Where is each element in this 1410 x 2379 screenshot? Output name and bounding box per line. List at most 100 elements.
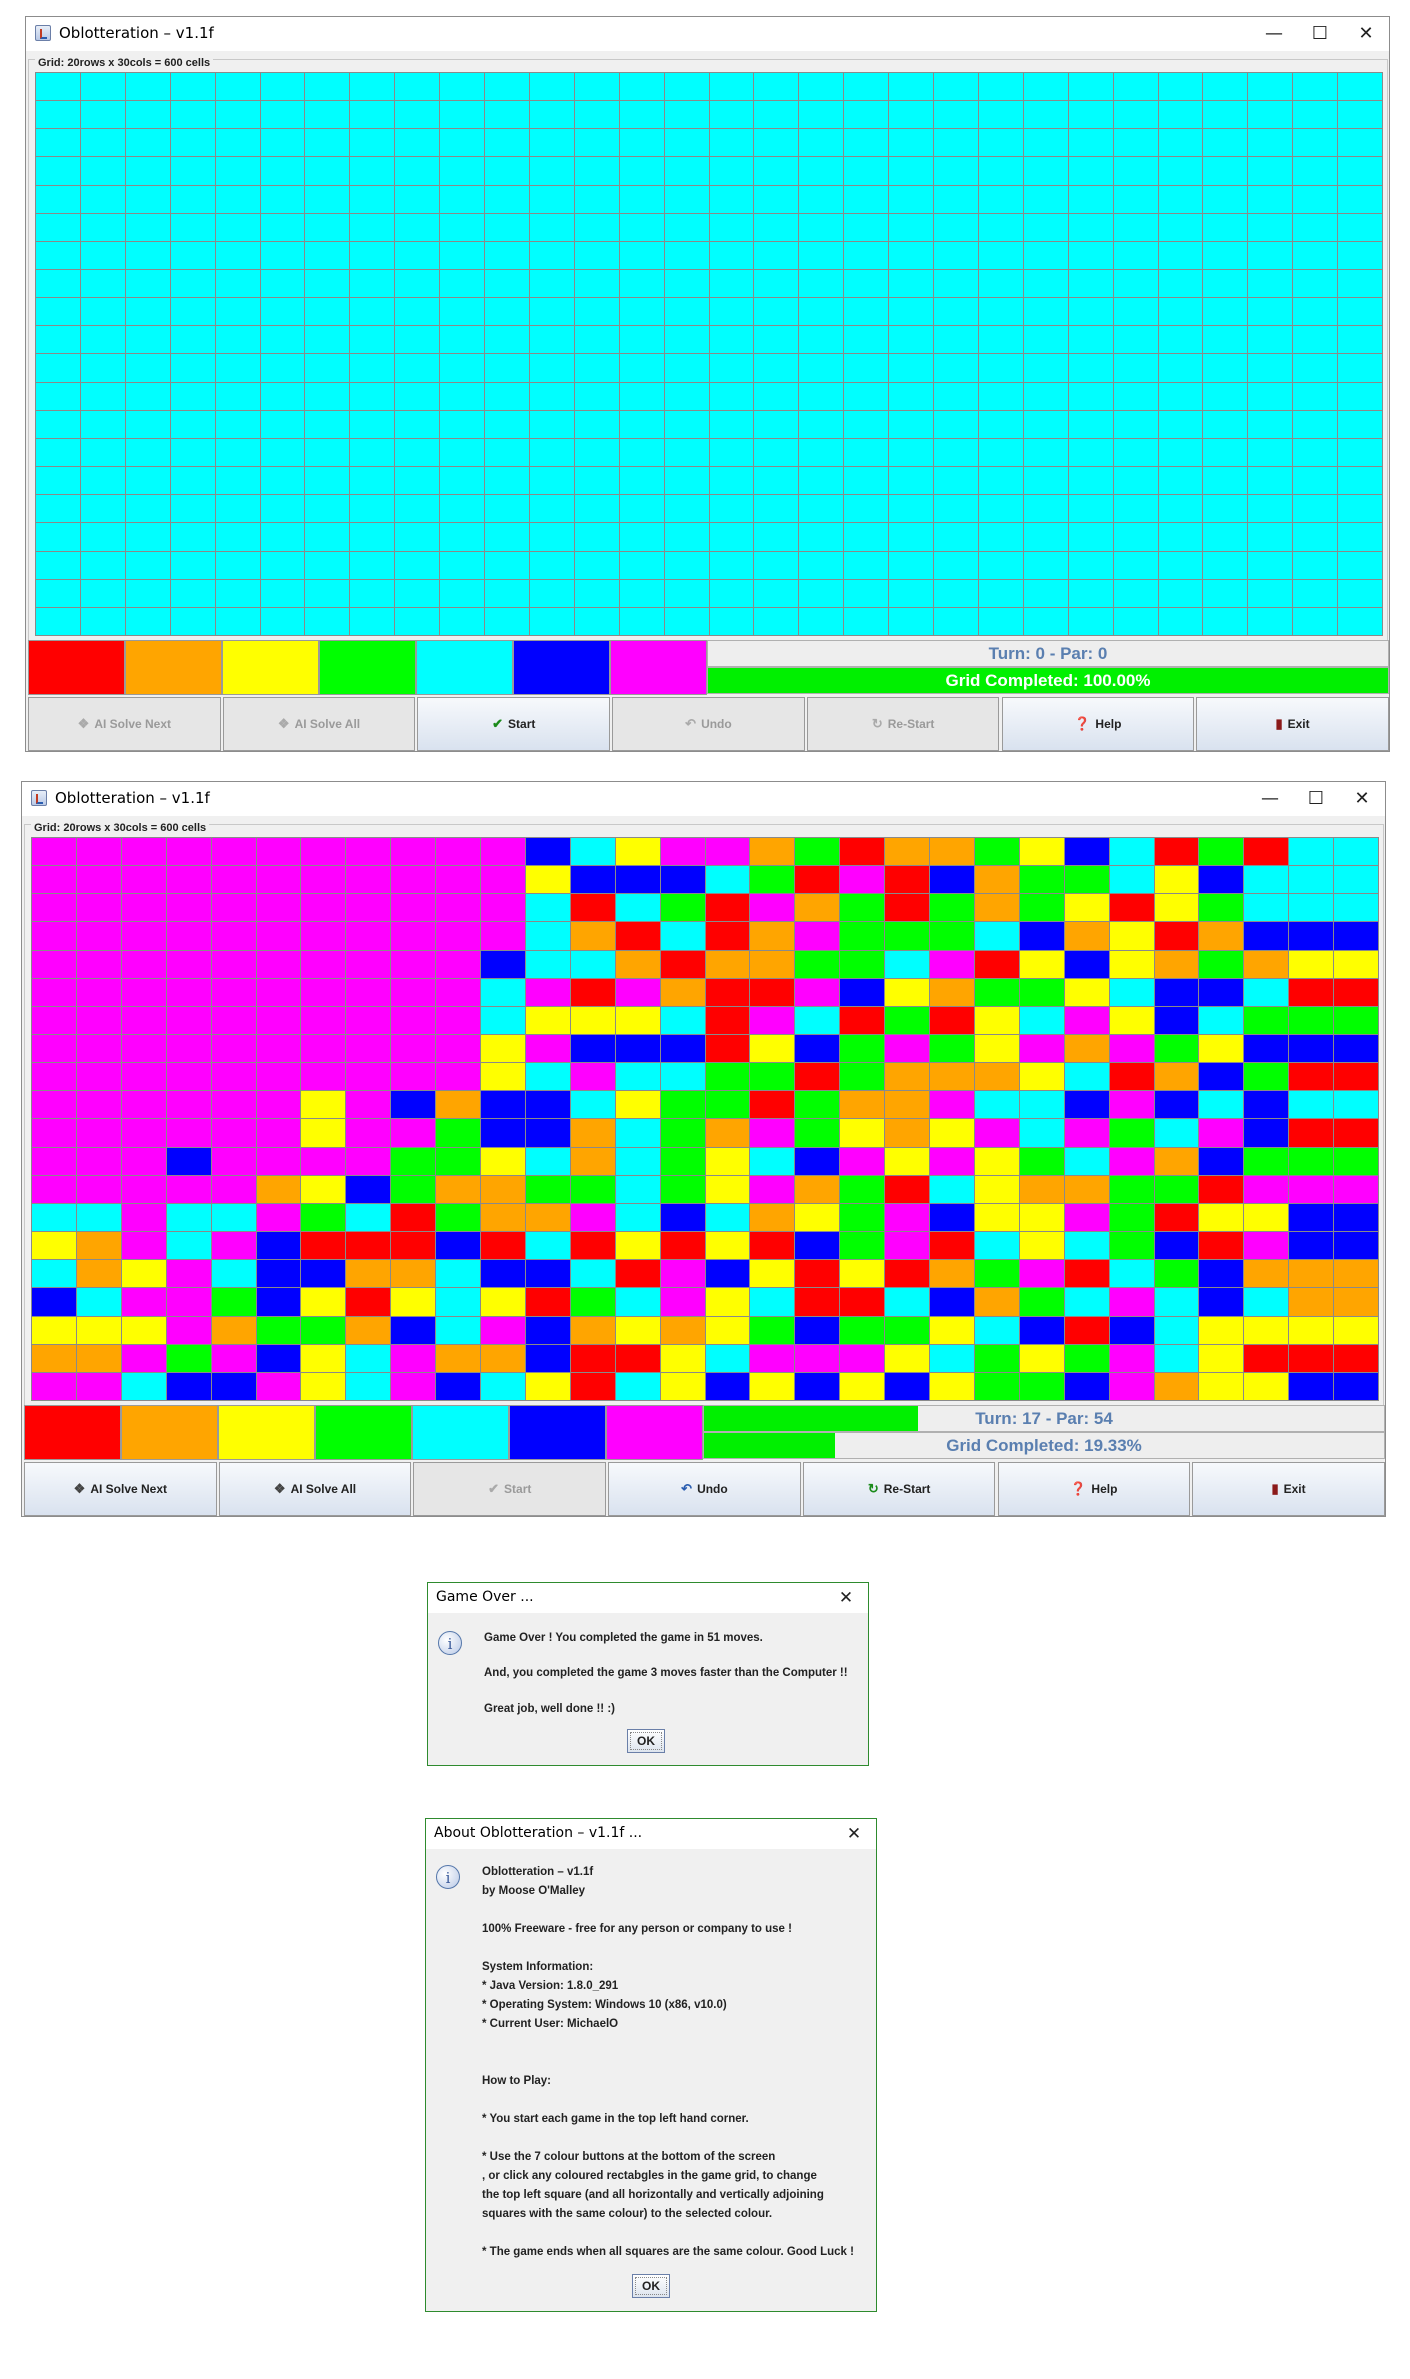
grid-cell[interactable] <box>481 894 525 922</box>
grid-cell[interactable] <box>795 1147 840 1175</box>
grid-cell[interactable] <box>889 523 933 551</box>
grid-cell[interactable] <box>844 607 889 635</box>
grid-cell[interactable] <box>80 579 125 607</box>
grid-cell[interactable] <box>709 354 754 382</box>
grid-cell[interactable] <box>1023 579 1068 607</box>
grid-cell[interactable] <box>974 950 1019 978</box>
grid-cell[interactable] <box>125 129 170 157</box>
colour-button-cyan[interactable] <box>412 1405 509 1460</box>
grid-cell[interactable] <box>1068 213 1113 241</box>
grid-cell[interactable] <box>795 922 840 950</box>
grid-cell[interactable] <box>709 579 754 607</box>
grid-cell[interactable] <box>346 1260 391 1288</box>
grid-cell[interactable] <box>619 438 664 467</box>
grid-cell[interactable] <box>525 978 570 1006</box>
grid-cell[interactable] <box>1158 410 1203 438</box>
grid-cell[interactable] <box>395 382 440 410</box>
grid-cell[interactable] <box>32 894 76 922</box>
grid-cell[interactable] <box>705 1175 750 1203</box>
grid-cell[interactable] <box>485 241 529 270</box>
grid-cell[interactable] <box>1064 1316 1109 1344</box>
grid-cell[interactable] <box>1338 270 1382 298</box>
grid-cell[interactable] <box>934 438 978 467</box>
grid-cell[interactable] <box>166 1260 211 1288</box>
grid-cell[interactable] <box>301 866 346 894</box>
grid-cell[interactable] <box>391 1316 436 1344</box>
grid-cell[interactable] <box>1293 298 1338 326</box>
grid-cell[interactable] <box>1023 213 1068 241</box>
grid-cell[interactable] <box>256 1063 301 1091</box>
grid-cell[interactable] <box>121 1063 166 1091</box>
grid-cell[interactable] <box>1334 1288 1378 1316</box>
grid-cell[interactable] <box>395 101 440 129</box>
grid-cell[interactable] <box>391 1119 436 1147</box>
grid-cell[interactable] <box>121 1119 166 1147</box>
grid-cell[interactable] <box>974 838 1019 866</box>
grid-cell[interactable] <box>889 410 933 438</box>
grid-cell[interactable] <box>1334 1175 1378 1203</box>
grid-cell[interactable] <box>1154 1203 1199 1232</box>
grid-cell[interactable] <box>1293 213 1338 241</box>
grid-cell[interactable] <box>211 1147 256 1175</box>
grid-cell[interactable] <box>529 607 574 635</box>
grid-cell[interactable] <box>80 523 125 551</box>
grid-cell[interactable] <box>481 1119 525 1147</box>
grid-cell[interactable] <box>1244 838 1289 866</box>
grid-cell[interactable] <box>1113 551 1158 579</box>
grid-cell[interactable] <box>930 1372 974 1400</box>
grid-cell[interactable] <box>1113 157 1158 185</box>
colour-button-cyan[interactable] <box>416 640 513 695</box>
grid-cell[interactable] <box>1113 579 1158 607</box>
grid-cell[interactable] <box>80 495 125 523</box>
grid-cell[interactable] <box>664 185 709 213</box>
grid-cell[interactable] <box>844 270 889 298</box>
grid-cell[interactable] <box>1023 326 1068 354</box>
grid-cell[interactable] <box>260 410 305 438</box>
grid-cell[interactable] <box>346 1006 391 1035</box>
grid-cell[interactable] <box>754 410 799 438</box>
grid-cell[interactable] <box>709 607 754 635</box>
grid-cell[interactable] <box>301 1344 346 1372</box>
grid-cell[interactable] <box>485 551 529 579</box>
grid-cell[interactable] <box>664 213 709 241</box>
grid-cell[interactable] <box>1203 579 1248 607</box>
grid-cell[interactable] <box>481 1006 525 1035</box>
grid-cell[interactable] <box>301 1147 346 1175</box>
grid-cell[interactable] <box>481 1147 525 1175</box>
grid-cell[interactable] <box>1109 1147 1154 1175</box>
grid-cell[interactable] <box>350 101 395 129</box>
grid-cell[interactable] <box>481 1175 525 1203</box>
grid-cell[interactable] <box>660 1063 705 1091</box>
grid-cell[interactable] <box>885 1232 929 1260</box>
grid-cell[interactable] <box>1334 950 1378 978</box>
grid-cell[interactable] <box>260 213 305 241</box>
grid-cell[interactable] <box>615 866 660 894</box>
grid-cell[interactable] <box>574 298 619 326</box>
grid-cell[interactable] <box>391 1232 436 1260</box>
grid-cell[interactable] <box>256 1260 301 1288</box>
grid-cell[interactable] <box>1244 1203 1289 1232</box>
grid-cell[interactable] <box>32 1203 76 1232</box>
grid-cell[interactable] <box>840 1344 885 1372</box>
grid-cell[interactable] <box>260 551 305 579</box>
grid-cell[interactable] <box>705 1232 750 1260</box>
grid-cell[interactable] <box>36 607 80 635</box>
grid-cell[interactable] <box>36 326 80 354</box>
grid-cell[interactable] <box>121 1344 166 1372</box>
grid-cell[interactable] <box>305 213 350 241</box>
grid-cell[interactable] <box>799 270 844 298</box>
grid-cell[interactable] <box>1068 551 1113 579</box>
grid-cell[interactable] <box>1203 354 1248 382</box>
grid-cell[interactable] <box>844 579 889 607</box>
colour-button-green[interactable] <box>315 1405 412 1460</box>
grid-cell[interactable] <box>346 950 391 978</box>
grid-cell[interactable] <box>350 579 395 607</box>
grid-cell[interactable] <box>76 978 121 1006</box>
grid-cell[interactable] <box>570 1147 615 1175</box>
grid-cell[interactable] <box>574 410 619 438</box>
grid-cell[interactable] <box>1244 1288 1289 1316</box>
grid-cell[interactable] <box>1199 1260 1244 1288</box>
grid-cell[interactable] <box>615 1006 660 1035</box>
grid-cell[interactable] <box>1019 1232 1064 1260</box>
grid-cell[interactable] <box>709 73 754 101</box>
